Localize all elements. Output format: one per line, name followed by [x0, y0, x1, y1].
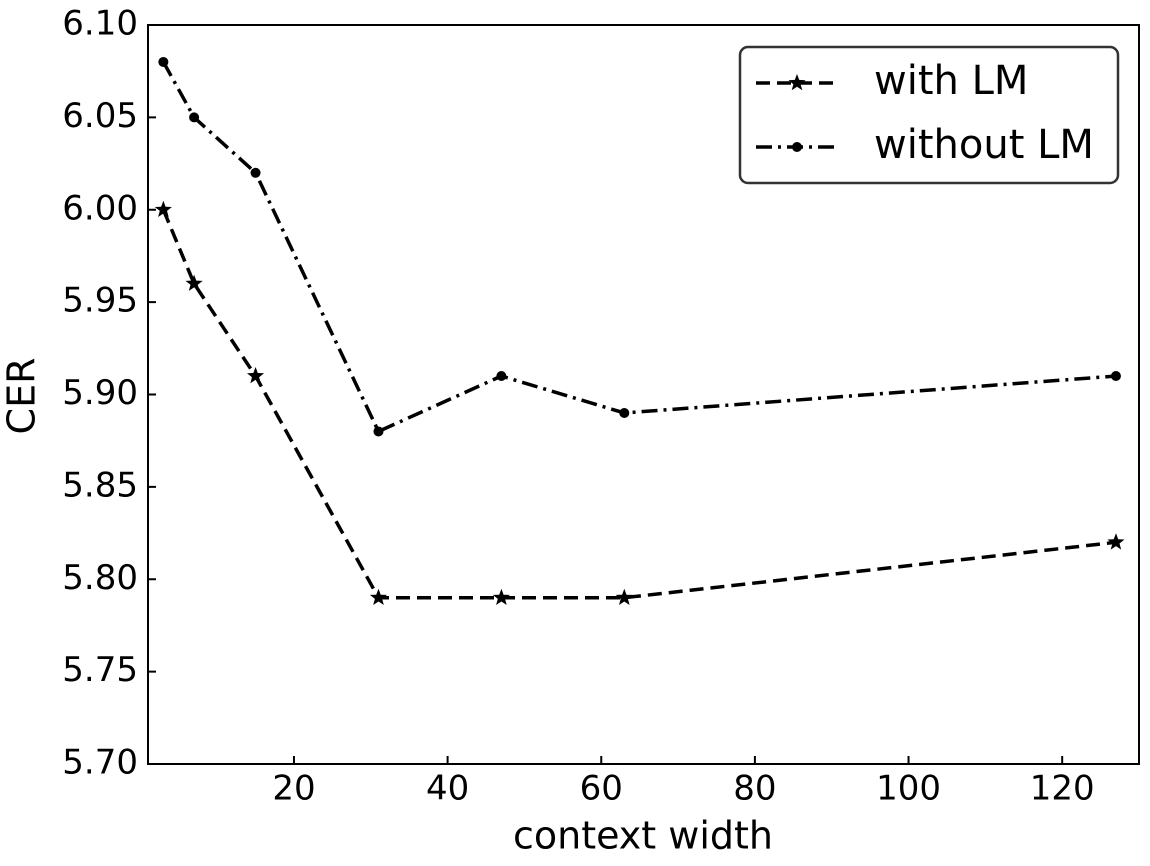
point: [158, 56, 169, 67]
point: [619, 407, 630, 418]
legend-marker: [788, 74, 806, 91]
y-tick-label: 6.10: [62, 4, 138, 44]
legend-label: without LM: [874, 122, 1094, 168]
y-tick-label: 5.80: [62, 558, 138, 598]
line: [161, 209, 1117, 600]
point: [369, 588, 387, 605]
point: [496, 371, 507, 382]
point: [615, 588, 633, 605]
point: [189, 112, 200, 123]
y-tick-label: 6.05: [62, 96, 138, 136]
y-tick-label: 5.85: [62, 465, 138, 505]
y-tick-label: 5.90: [62, 373, 138, 413]
x-tick-label: 60: [580, 769, 623, 809]
x-tick-label: 40: [426, 769, 469, 809]
legend-box: [738, 45, 1120, 185]
plot-frame: [147, 24, 1140, 765]
point: [492, 588, 510, 605]
legend: with LM without LM: [738, 45, 1120, 185]
x-axis-label: context width: [513, 814, 773, 858]
y-tick-label: 5.70: [62, 743, 138, 783]
x-tick-label: 20: [272, 769, 315, 809]
x-tick-label: 120: [1030, 769, 1095, 809]
y-tick-label: 5.95: [62, 281, 138, 321]
y-tick-label: 6.00: [62, 188, 138, 228]
point: [185, 274, 203, 291]
point: [373, 426, 384, 437]
legend-label: with LM: [874, 58, 1028, 104]
y-tick-label: 5.75: [62, 650, 138, 690]
point: [1110, 371, 1121, 382]
point: [1107, 533, 1125, 550]
x-tick-label: 100: [876, 769, 941, 809]
point: [154, 200, 172, 217]
point: [247, 367, 265, 384]
y-axis-label: CER: [0, 358, 44, 435]
point: [250, 167, 261, 178]
legend-marker: [792, 142, 802, 152]
x-tick-label: 80: [733, 769, 776, 809]
